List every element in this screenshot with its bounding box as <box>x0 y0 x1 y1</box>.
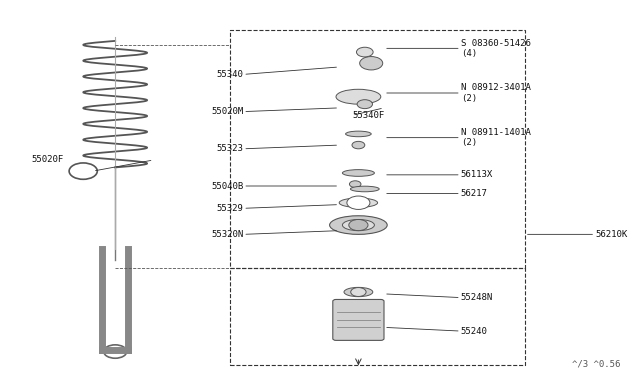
Text: 55020F: 55020F <box>32 155 64 164</box>
Ellipse shape <box>336 89 381 104</box>
Text: 56217: 56217 <box>461 189 488 198</box>
FancyBboxPatch shape <box>333 299 384 340</box>
Text: 55040B: 55040B <box>211 182 243 190</box>
Ellipse shape <box>342 219 374 231</box>
Ellipse shape <box>351 186 380 192</box>
Text: 56210K: 56210K <box>595 230 627 239</box>
Circle shape <box>347 196 370 209</box>
Circle shape <box>352 141 365 149</box>
Ellipse shape <box>330 216 387 234</box>
Text: N 08912-3401A
(2): N 08912-3401A (2) <box>461 83 531 103</box>
Text: 55248N: 55248N <box>461 293 493 302</box>
Text: 55240: 55240 <box>461 327 488 336</box>
Text: N 08911-1401A
(2): N 08911-1401A (2) <box>461 128 531 147</box>
Ellipse shape <box>344 287 372 297</box>
Bar <box>230 30 525 268</box>
Circle shape <box>351 288 366 296</box>
Text: 55340: 55340 <box>216 70 243 79</box>
Ellipse shape <box>339 198 378 208</box>
Text: 55320N: 55320N <box>211 230 243 239</box>
Ellipse shape <box>346 131 371 137</box>
Circle shape <box>360 57 383 70</box>
Circle shape <box>349 181 361 187</box>
Text: 55323: 55323 <box>216 144 243 153</box>
Text: 55329: 55329 <box>216 204 243 213</box>
Circle shape <box>356 47 373 57</box>
Text: S 08360-51426
(4): S 08360-51426 (4) <box>461 39 531 58</box>
Circle shape <box>357 100 372 109</box>
Bar <box>230 268 525 365</box>
Ellipse shape <box>342 170 374 176</box>
Text: ^/3 ^0.56: ^/3 ^0.56 <box>572 359 621 368</box>
Text: 55020M: 55020M <box>211 107 243 116</box>
Text: 55340F: 55340F <box>352 111 384 120</box>
Circle shape <box>349 219 368 231</box>
Text: 56113X: 56113X <box>461 170 493 179</box>
